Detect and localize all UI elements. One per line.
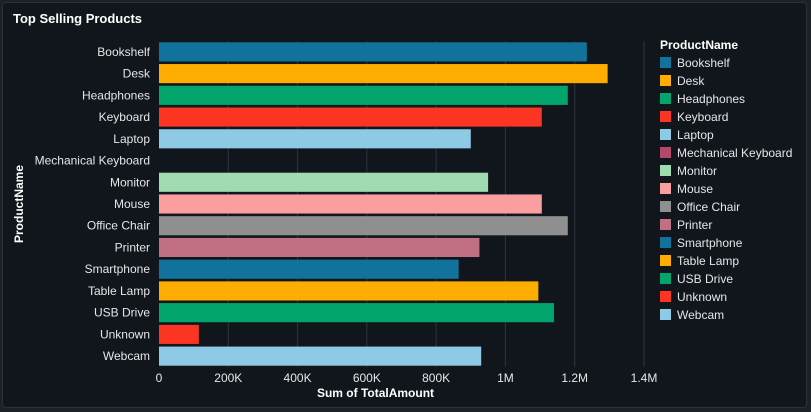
y-tick-label: Office Chair bbox=[87, 219, 150, 233]
bar bbox=[159, 42, 587, 62]
y-tick-label: Mechanical Keyboard bbox=[35, 154, 150, 168]
legend-item-label: USB Drive bbox=[677, 272, 733, 286]
bar-chart: 0 200K 400K 600K 800K 1M 1.2M 1.4M Bookshelf Desk… bbox=[12, 38, 792, 400]
y-tick-label: Webcam bbox=[103, 349, 150, 363]
bar bbox=[159, 194, 542, 214]
legend-item-label: Printer bbox=[677, 218, 712, 232]
y-tick-label: Mouse bbox=[114, 197, 150, 211]
legend-swatch bbox=[660, 111, 671, 122]
bar bbox=[159, 107, 542, 127]
x-tick-label: 1M bbox=[497, 371, 514, 385]
y-tick-label: Bookshelf bbox=[97, 45, 150, 59]
y-tick-label: Smartphone bbox=[85, 262, 151, 276]
y-tick-label: USB Drive bbox=[94, 306, 150, 320]
legend-item-label: Keyboard bbox=[677, 110, 728, 124]
legend-item-label: Desk bbox=[677, 74, 705, 88]
legend-item-label: Webcam bbox=[677, 308, 724, 322]
y-tick-label: Table Lamp bbox=[88, 284, 150, 298]
legend-swatch bbox=[660, 93, 671, 104]
chart-card: Top Selling Products 0 200K 400K 600K 800K 1M… bbox=[2, 2, 807, 408]
bar bbox=[159, 172, 489, 192]
y-tick-label: Laptop bbox=[113, 132, 150, 146]
x-tick-label: 1.2M bbox=[561, 371, 588, 385]
bar bbox=[159, 259, 459, 279]
x-tick-label: 600K bbox=[353, 371, 381, 385]
x-tick-label: 400K bbox=[284, 371, 312, 385]
legend-swatch bbox=[660, 309, 671, 320]
bar bbox=[159, 64, 608, 84]
legend-item-label: Bookshelf bbox=[677, 56, 730, 70]
x-tick-label: 1.4M bbox=[631, 371, 658, 385]
bar bbox=[159, 303, 554, 323]
y-tick-label: Headphones bbox=[82, 88, 150, 102]
bar bbox=[159, 85, 568, 105]
legend-swatch bbox=[660, 183, 671, 194]
legend-item-label: Office Chair bbox=[677, 200, 740, 214]
y-tick-label: Keyboard bbox=[99, 110, 150, 124]
bar bbox=[159, 237, 480, 258]
legend-swatch bbox=[660, 255, 671, 266]
legend-swatch bbox=[660, 57, 671, 68]
chart-title: Top Selling Products bbox=[13, 11, 143, 26]
y-axis-title: ProductName bbox=[12, 165, 26, 243]
legend-swatch bbox=[660, 219, 671, 230]
legend-swatch bbox=[660, 129, 671, 140]
legend-item-label: Mouse bbox=[677, 182, 713, 196]
y-tick-label: Unknown bbox=[100, 327, 150, 341]
legend-item-label: Smartphone bbox=[677, 236, 743, 250]
legend-swatch bbox=[660, 237, 671, 248]
x-tick-label: 0 bbox=[156, 371, 163, 385]
bar bbox=[159, 324, 199, 344]
legend-item-label: Mechanical Keyboard bbox=[677, 146, 792, 160]
bar bbox=[159, 216, 568, 236]
legend-item-label: Headphones bbox=[677, 92, 745, 106]
legend-item-label: Monitor bbox=[677, 164, 717, 178]
bar bbox=[159, 129, 471, 149]
legend-item-label: Table Lamp bbox=[677, 254, 739, 268]
bar bbox=[159, 346, 482, 366]
legend-item-label: Laptop bbox=[677, 128, 714, 142]
legend-swatch bbox=[660, 75, 671, 86]
x-tick-label: 200K bbox=[214, 371, 242, 385]
legend-swatch bbox=[660, 165, 671, 176]
x-tick-label: 800K bbox=[422, 371, 450, 385]
x-axis-title: Sum of TotalAmount bbox=[317, 386, 434, 400]
legend-swatch bbox=[660, 147, 671, 158]
y-tick-label: Printer bbox=[115, 240, 150, 254]
y-tick-label: Desk bbox=[123, 67, 151, 81]
legend-title: ProductName bbox=[660, 38, 738, 52]
y-tick-label: Monitor bbox=[110, 175, 150, 189]
bar bbox=[159, 281, 539, 301]
legend-item-label: Unknown bbox=[677, 290, 727, 304]
legend-swatch bbox=[660, 291, 671, 302]
legend-swatch bbox=[660, 273, 671, 284]
legend-swatch bbox=[660, 201, 671, 212]
